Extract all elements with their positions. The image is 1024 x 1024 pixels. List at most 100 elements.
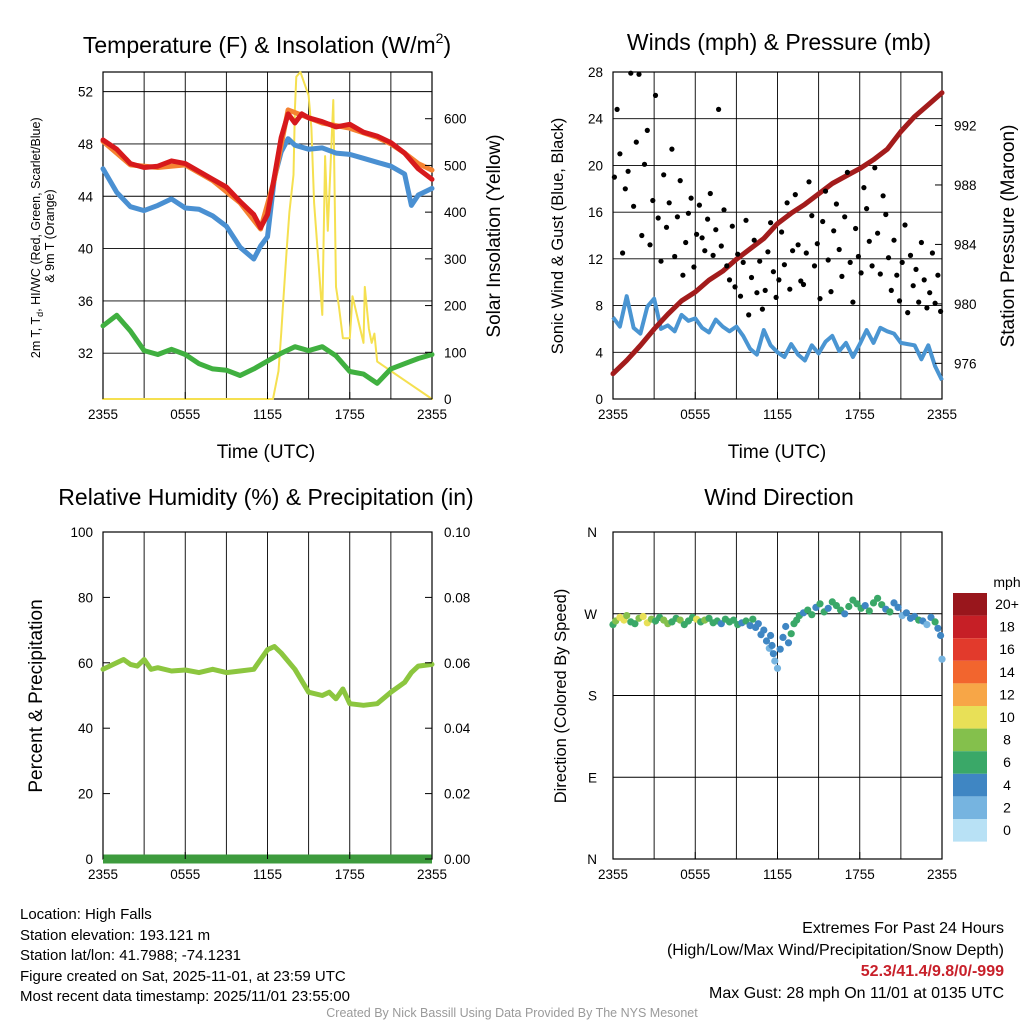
gust-point [861, 185, 867, 191]
direction-panel: Wind Direction 2355 0555 1155 1755 2355NESWN… [552, 484, 1021, 882]
gust-point [844, 169, 851, 175]
gust-point [935, 272, 941, 278]
humidity-panel: Relative Humidity (%) & Precipitation (i… [26, 484, 474, 882]
y2-tick-label: 400 [444, 205, 467, 220]
direction-point [832, 602, 841, 610]
x-tick-label: 1755 [335, 407, 365, 422]
gust-point [639, 232, 645, 239]
x-tick-label: 2355 [88, 867, 118, 882]
y-tick-label: 24 [588, 112, 604, 127]
x-tick-label: 1155 [253, 867, 282, 882]
gust-point [822, 188, 829, 194]
y-tick-label: 60 [78, 656, 93, 671]
direction-point [762, 637, 771, 645]
gust-point [858, 270, 864, 276]
gust-point [696, 202, 703, 208]
gust-point [888, 287, 894, 293]
gust-point [784, 200, 790, 206]
gust-point [836, 246, 842, 253]
direction-point [773, 664, 782, 672]
gust-point [628, 70, 634, 76]
gust-point [672, 253, 678, 260]
gust-point [617, 151, 623, 157]
y2-tick-label: 992 [954, 119, 977, 134]
y2-tick-label: 984 [954, 237, 977, 252]
gust-point [869, 263, 875, 269]
credit-text: Created By Nick Bassill Using Data Provi… [326, 1006, 698, 1020]
gust-point [929, 250, 936, 256]
direction-ylabel: Direction (Colored By Speed) [552, 589, 570, 804]
gust-point [652, 92, 659, 98]
gust-point [811, 263, 818, 269]
gust-point [885, 255, 892, 261]
temperature-axes: 2355 0555 1155 1755 2355 32 36 40 44 48 52 0 100 200 3… [78, 85, 467, 422]
gust-point [770, 269, 777, 275]
x-tick-label: 0555 [680, 867, 710, 882]
gust-point [820, 218, 826, 225]
y2-tick-label: 0.00 [444, 852, 470, 867]
legend-swatch [953, 593, 987, 616]
direction-point [639, 612, 647, 621]
y-tick-label: 36 [78, 294, 93, 309]
direction-point [760, 626, 768, 634]
gust-point [787, 286, 793, 292]
y-tick-label: E [588, 770, 597, 785]
gust-point [705, 216, 711, 222]
gust-point [611, 174, 618, 180]
gust-point [625, 168, 631, 174]
gust-point [847, 259, 853, 265]
y-tick-label: 0 [85, 852, 93, 867]
gust-point [899, 259, 905, 265]
gust-point [907, 252, 914, 258]
gust-point [710, 252, 716, 258]
legend-label: 0 [1003, 822, 1011, 838]
direction-point [861, 602, 869, 610]
x-tick-label: 1155 [763, 867, 792, 882]
gust-point [718, 243, 724, 249]
x-tick-label: 2355 [927, 867, 957, 882]
legend-label: 16 [999, 641, 1015, 657]
gust-point [910, 283, 916, 289]
direction-point [754, 620, 762, 628]
gust-point [877, 271, 883, 277]
gust-point [633, 139, 639, 145]
gust-point [732, 284, 738, 290]
legend-swatch [953, 819, 987, 842]
y-tick-label: 48 [78, 137, 93, 152]
y2-tick-label: 300 [444, 252, 467, 267]
y-tick-label: 100 [70, 525, 93, 540]
gust-point [902, 222, 908, 228]
legend-label: 14 [999, 664, 1015, 680]
gust-point [864, 206, 870, 212]
gust-point [916, 299, 922, 305]
gust-point [921, 277, 927, 283]
direction-point [934, 624, 942, 632]
legend-label: 18 [999, 619, 1015, 635]
gust-point [866, 238, 872, 244]
gust-point [883, 211, 889, 218]
gust-point [833, 201, 840, 207]
x-tick-label: 2355 [417, 867, 447, 882]
x-tick-label: 1755 [845, 407, 875, 422]
gust-point [806, 179, 812, 185]
gust-point [855, 253, 862, 260]
gust-point [688, 195, 694, 201]
direction-grid [613, 532, 942, 859]
temperature-xlabel: Time (UTC) [217, 442, 316, 463]
gust-point [839, 273, 845, 279]
direction-point [623, 612, 631, 620]
x-tick-label: 2355 [598, 867, 628, 882]
gust-point [636, 71, 642, 77]
legend-swatch [953, 615, 987, 639]
gust-point [685, 210, 692, 216]
temperature-grid [103, 72, 432, 399]
direction-point [869, 599, 878, 607]
temperature-series [100, 71, 435, 400]
y2-tick-label: 0.02 [444, 787, 470, 802]
gust-point [896, 298, 903, 304]
winds-ylabel: Sonic Wind & Gust (Blue, Black) [549, 118, 567, 355]
gust-point [825, 257, 831, 263]
gust-point [631, 203, 637, 209]
gust-point [644, 127, 650, 133]
